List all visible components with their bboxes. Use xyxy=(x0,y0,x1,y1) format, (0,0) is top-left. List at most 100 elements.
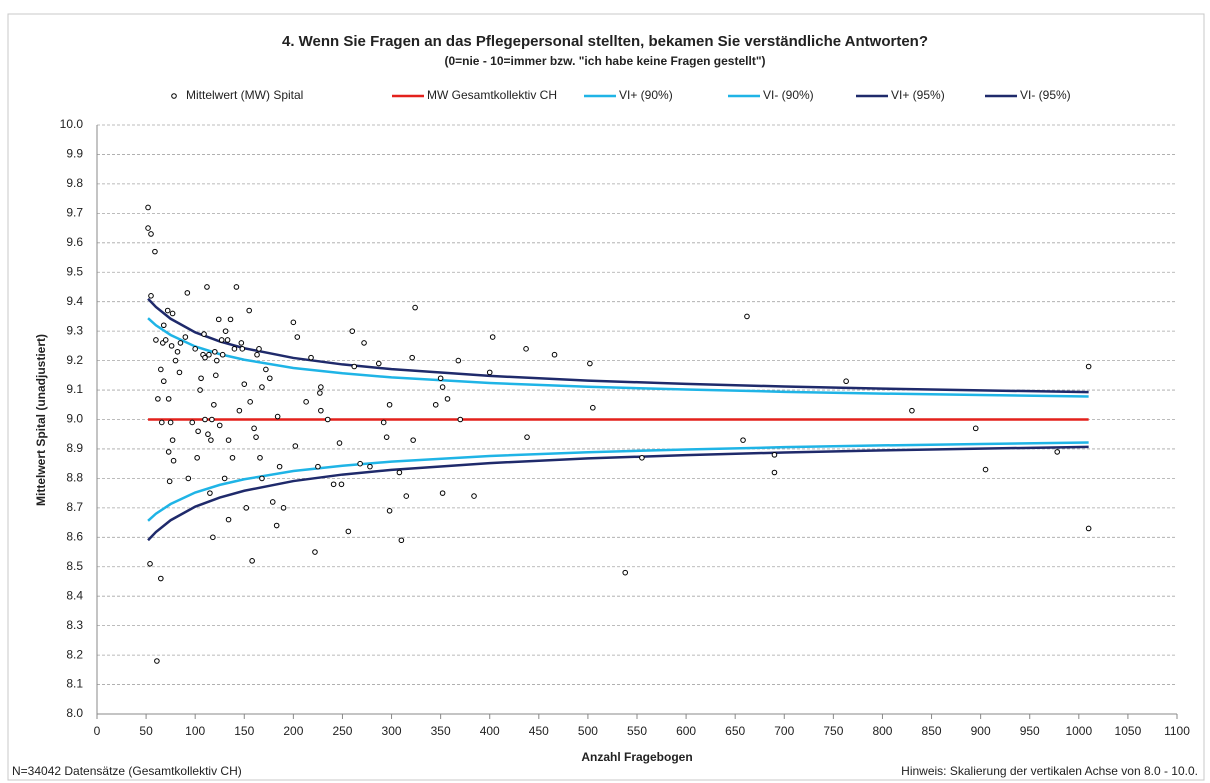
point xyxy=(184,290,191,296)
x-tick-label: 400 xyxy=(480,724,500,738)
y-tick-label: 8.9 xyxy=(66,441,83,455)
point xyxy=(241,381,248,387)
point xyxy=(486,369,493,376)
point xyxy=(269,499,276,505)
point xyxy=(215,316,222,323)
point xyxy=(444,396,451,402)
point xyxy=(432,401,439,408)
point xyxy=(158,575,164,582)
point xyxy=(205,431,211,438)
point xyxy=(380,419,387,426)
x-tick-label: 0 xyxy=(94,724,101,738)
point xyxy=(162,337,169,343)
x-tick-label: 250 xyxy=(332,724,352,738)
y-tick-label: 9.3 xyxy=(66,323,83,337)
point xyxy=(164,307,171,314)
point xyxy=(639,454,645,461)
x-tick-label: 800 xyxy=(872,724,892,738)
point xyxy=(439,490,446,496)
point xyxy=(169,437,176,443)
point xyxy=(324,416,331,423)
x-tick-label: 700 xyxy=(774,724,794,738)
x-tick-label: 550 xyxy=(627,724,647,738)
point xyxy=(229,454,236,461)
legend-label: Mittelwert (MW) Spital xyxy=(186,88,303,102)
point xyxy=(227,316,234,323)
point xyxy=(202,354,208,361)
point xyxy=(330,481,337,488)
point xyxy=(439,384,446,390)
point xyxy=(207,490,213,496)
point xyxy=(771,469,778,476)
y-tick-label: 8.6 xyxy=(66,529,83,543)
point xyxy=(398,537,405,544)
point xyxy=(276,463,283,470)
point xyxy=(280,505,287,511)
point xyxy=(1054,449,1061,455)
point xyxy=(403,493,410,499)
point xyxy=(167,419,174,426)
point xyxy=(357,460,363,467)
x-tick-label: 950 xyxy=(1020,724,1040,738)
x-tick-label: 500 xyxy=(578,724,598,738)
point xyxy=(412,304,418,311)
point xyxy=(212,348,218,355)
point xyxy=(843,378,849,385)
point xyxy=(152,248,158,255)
x-axis-title: Anzahl Fragebogen xyxy=(581,750,692,764)
point xyxy=(771,452,778,458)
point xyxy=(253,434,259,440)
point xyxy=(198,375,204,382)
footnote: Hinweis: Skalierung der vertikalen Achse… xyxy=(901,764,1198,778)
legend-label: VI- (90%) xyxy=(763,88,814,102)
footnote: N=34042 Datensätze (Gesamtkollektiv CH) xyxy=(12,764,242,778)
point xyxy=(185,475,192,482)
point xyxy=(148,293,154,299)
point xyxy=(294,334,301,340)
point xyxy=(622,569,629,576)
point xyxy=(168,343,175,349)
x-tick-label: 750 xyxy=(823,724,843,738)
x-tick-label: 450 xyxy=(529,724,549,738)
point xyxy=(224,337,231,343)
point xyxy=(386,401,393,408)
point xyxy=(160,322,167,329)
y-tick-label: 8.5 xyxy=(66,559,83,573)
point xyxy=(303,399,309,405)
point xyxy=(318,384,324,390)
point xyxy=(166,478,173,485)
point xyxy=(145,204,151,211)
point xyxy=(336,440,343,446)
point xyxy=(165,396,172,402)
x-tick-label: 300 xyxy=(382,724,402,738)
legend-label: MW Gesamtkollektiv CH xyxy=(427,88,557,102)
x-tick-label: 600 xyxy=(676,724,696,738)
point xyxy=(243,505,250,511)
point xyxy=(208,437,214,443)
point xyxy=(972,425,979,432)
y-tick-label: 9.0 xyxy=(66,412,83,426)
point xyxy=(206,351,212,358)
point xyxy=(165,449,172,455)
y-tick-label: 9.8 xyxy=(66,176,83,190)
point xyxy=(396,469,403,476)
point xyxy=(189,419,196,426)
x-tick-label: 150 xyxy=(234,724,254,738)
point xyxy=(367,463,373,470)
point xyxy=(238,340,245,346)
point xyxy=(225,437,232,443)
series-line xyxy=(147,297,1089,394)
x-tick-label: 1050 xyxy=(1115,724,1142,738)
y-tick-label: 9.1 xyxy=(66,382,83,396)
x-tick-label: 650 xyxy=(725,724,745,738)
point xyxy=(182,334,189,340)
y-tick-label: 8.7 xyxy=(66,500,83,514)
x-tick-label: 350 xyxy=(431,724,451,738)
point xyxy=(386,507,393,514)
point xyxy=(148,231,154,237)
point xyxy=(159,419,165,426)
point xyxy=(274,413,281,420)
point xyxy=(524,434,530,440)
